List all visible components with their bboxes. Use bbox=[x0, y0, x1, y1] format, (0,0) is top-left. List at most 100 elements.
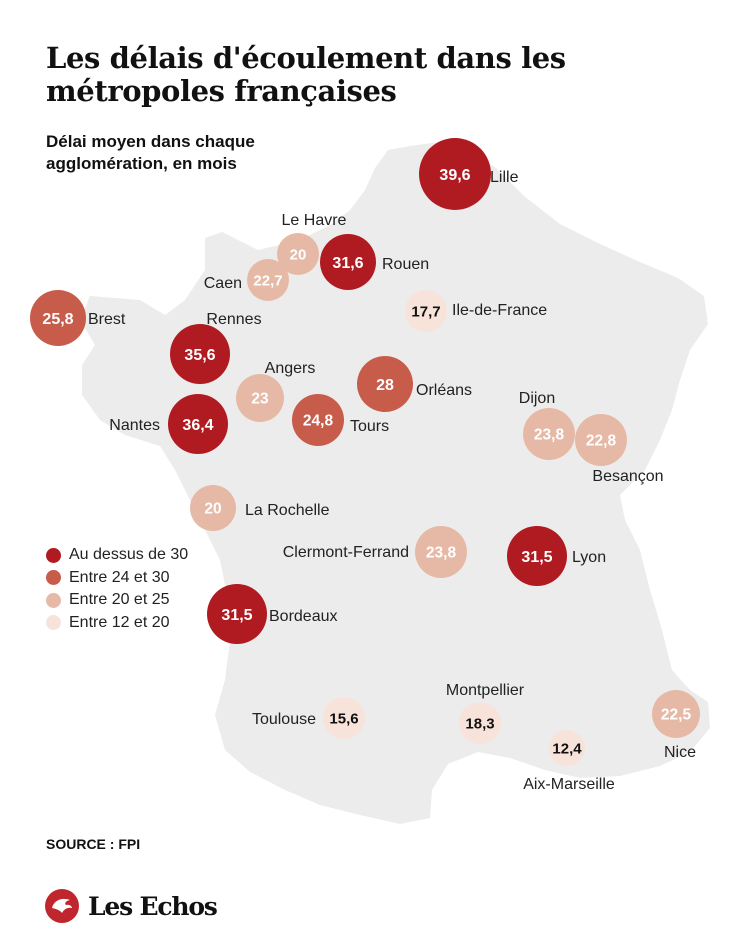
city-value: 15,6 bbox=[329, 710, 358, 727]
city-bubble bbox=[357, 356, 413, 412]
legend-label: Entre 12 et 20 bbox=[69, 613, 170, 631]
city-name: La Rochelle bbox=[245, 502, 330, 519]
city-marker: 31,6 Rouen bbox=[320, 234, 429, 290]
legend-item: Au dessus de 30 bbox=[46, 544, 188, 567]
city-name: Besançon bbox=[592, 468, 663, 485]
legend-label: Au dessus de 30 bbox=[69, 546, 189, 564]
city-name: Bordeaux bbox=[269, 608, 338, 625]
city-marker: 23,8 Clermont-Ferrand bbox=[283, 526, 467, 578]
city-bubble bbox=[168, 394, 228, 454]
city-value: 31,5 bbox=[221, 607, 252, 624]
city-value: 23 bbox=[251, 391, 269, 408]
city-marker: 39,6 Lille bbox=[419, 138, 519, 210]
city-bubble bbox=[320, 234, 376, 290]
city-marker: 22,8 Besançon bbox=[575, 414, 664, 485]
city-name: Nice bbox=[664, 744, 696, 761]
city-name: Brest bbox=[88, 311, 126, 328]
logo-wordmark: Les Echos bbox=[88, 891, 218, 921]
map-title: Les délais d'écoulement dans les métropo… bbox=[46, 41, 566, 108]
city-value: 20 bbox=[290, 246, 307, 263]
city-bubble bbox=[247, 259, 289, 301]
city-name: Lille bbox=[490, 169, 519, 186]
city-value: 22,7 bbox=[253, 272, 282, 289]
legend-swatch bbox=[46, 592, 61, 608]
legend-label: Entre 24 et 30 bbox=[69, 568, 170, 586]
city-bubble bbox=[236, 374, 284, 422]
legend: Au dessus de 30 Entre 24 et 30 Entre 20 … bbox=[46, 544, 188, 634]
city-bubble bbox=[415, 526, 467, 578]
city-name: Tours bbox=[350, 418, 389, 435]
city-marker: 17,7 Ile-de-France bbox=[405, 290, 547, 332]
city-value: 25,8 bbox=[42, 311, 73, 328]
city-bubble bbox=[523, 408, 575, 460]
city-marker: 12,4 Aix-Marseille bbox=[523, 730, 615, 793]
city-marker: 22,7 Caen bbox=[204, 259, 289, 301]
legend-swatch bbox=[46, 615, 61, 631]
city-value: 31,6 bbox=[332, 255, 363, 272]
france-silhouette bbox=[80, 142, 710, 824]
city-marker: 25,8 Brest bbox=[30, 290, 126, 346]
city-marker: 23 Angers bbox=[236, 360, 315, 422]
city-value: 12,4 bbox=[552, 740, 582, 757]
city-bubble bbox=[507, 526, 567, 586]
city-marker: 20 Le Havre bbox=[277, 212, 347, 275]
city-name: Dijon bbox=[519, 390, 555, 407]
city-name: Orléans bbox=[416, 382, 472, 399]
city-name: Clermont-Ferrand bbox=[283, 544, 409, 561]
city-value: 17,7 bbox=[411, 303, 440, 320]
city-marker: 18,3 Montpellier bbox=[446, 682, 525, 744]
legend-item: Entre 20 et 25 bbox=[46, 589, 188, 612]
city-name: Aix-Marseille bbox=[523, 776, 615, 793]
city-bubble bbox=[292, 394, 344, 446]
legend-item: Entre 24 et 30 bbox=[46, 567, 188, 590]
city-value: 28 bbox=[376, 377, 394, 394]
city-marker: 23,8 Dijon bbox=[519, 390, 575, 460]
city-bubble bbox=[419, 138, 491, 210]
city-bubble bbox=[459, 702, 501, 744]
legend-item: Entre 12 et 20 bbox=[46, 612, 188, 635]
legend-swatch bbox=[46, 570, 61, 586]
city-bubble bbox=[549, 730, 585, 766]
city-name: Rouen bbox=[382, 256, 429, 273]
city-bubble bbox=[190, 485, 236, 531]
city-value: 31,5 bbox=[521, 549, 552, 566]
city-bubble bbox=[277, 233, 319, 275]
city-marker: 15,6 Toulouse bbox=[252, 697, 365, 739]
city-name: Le Havre bbox=[282, 212, 347, 229]
city-value: 22,8 bbox=[586, 433, 617, 450]
source-note: SOURCE : FPI bbox=[46, 836, 141, 852]
city-value: 39,6 bbox=[439, 167, 470, 184]
city-bubble bbox=[207, 584, 267, 644]
city-name: Toulouse bbox=[252, 711, 316, 728]
city-name: Rennes bbox=[206, 311, 261, 328]
city-value: 23,8 bbox=[426, 545, 457, 562]
city-bubble bbox=[30, 290, 86, 346]
city-marker: 31,5 Lyon bbox=[507, 526, 606, 586]
city-value: 36,4 bbox=[182, 417, 213, 434]
city-value: 18,3 bbox=[465, 715, 494, 732]
city-value: 35,6 bbox=[184, 347, 215, 364]
map-subtitle: Délai moyen dans chaque agglomération, e… bbox=[46, 132, 255, 173]
city-marker: 35,6 Rennes bbox=[170, 311, 262, 384]
city-value: 23,8 bbox=[534, 427, 565, 444]
city-name: Angers bbox=[265, 360, 316, 377]
city-name: Montpellier bbox=[446, 682, 525, 699]
city-marker: 24,8 Tours bbox=[292, 394, 389, 446]
city-value: 22,5 bbox=[661, 707, 692, 724]
city-marker: 31,5 Bordeaux bbox=[207, 584, 338, 644]
city-bubble bbox=[170, 324, 230, 384]
city-name: Ile-de-France bbox=[452, 302, 547, 319]
city-name: Lyon bbox=[572, 549, 606, 566]
city-name: Nantes bbox=[109, 417, 160, 434]
city-marker: 36,4 Nantes bbox=[109, 394, 228, 454]
city-value: 20 bbox=[204, 501, 221, 518]
legend-swatch bbox=[46, 547, 61, 563]
city-marker: 22,5 Nice bbox=[652, 690, 700, 761]
city-marker: 20 La Rochelle bbox=[190, 485, 330, 531]
city-marker: 28 Orléans bbox=[357, 356, 472, 412]
city-bubble bbox=[575, 414, 627, 466]
city-bubble bbox=[323, 697, 365, 739]
city-bubble bbox=[405, 290, 447, 332]
city-bubble bbox=[652, 690, 700, 738]
city-name: Caen bbox=[204, 275, 242, 292]
